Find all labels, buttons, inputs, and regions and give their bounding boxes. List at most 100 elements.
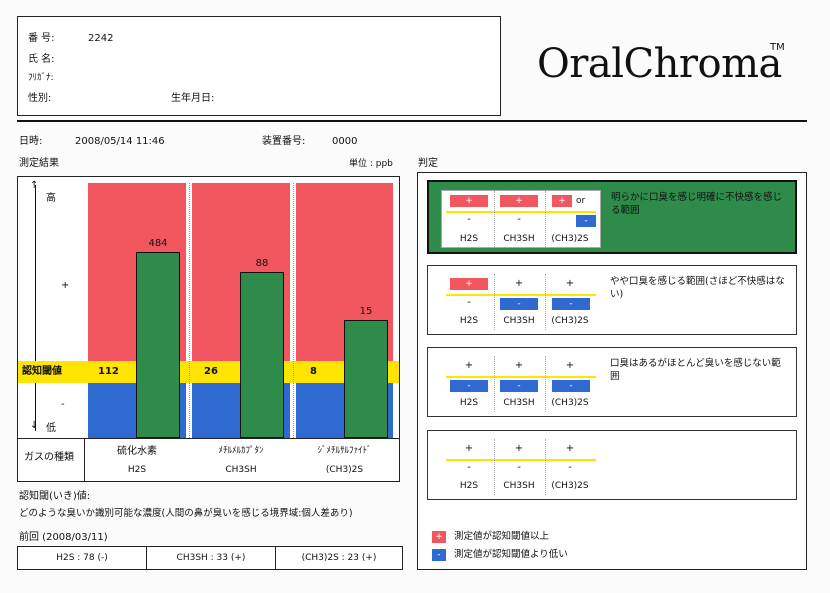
note-body: どのような臭いか識別可能な濃度(人間の鼻が臭いを感じる境界域:個人差あり) [19, 508, 353, 519]
judgement-level-2: + + + - - - H2S CH3SH (CH3)2S やや口臭を感じる範囲… [427, 265, 797, 335]
previous-title: 前回 (2008/03/11) [19, 532, 108, 543]
brand-name: OralChroma [537, 41, 782, 87]
judgement-level-4: + + + - - - H2S CH3SH (CH3)2S [427, 430, 797, 500]
gas-label: H2S [459, 481, 479, 491]
threshold-line [446, 459, 596, 461]
previous-divider [275, 547, 276, 569]
datetime-value: 2008/05/14 11:46 [75, 136, 165, 147]
minus-mark: - [517, 462, 521, 473]
cell-plus: + [450, 278, 488, 290]
gas-label: (CH3)2S [551, 234, 589, 244]
bar-ch3sh [240, 271, 284, 438]
minus-mark: - [467, 214, 471, 225]
previous-ch32s: (CH3)2S : 23 (+) [301, 553, 377, 563]
col-sep [545, 439, 546, 495]
gas-name-ja-ch32s: ｼﾞﾒﾁﾙｻﾙﾌｧｲﾄﾞ [317, 446, 372, 456]
gas-row-divider [18, 438, 399, 439]
axis-arrow [35, 185, 36, 431]
plus-mark: + [514, 360, 524, 371]
note-title: 認知閾(いき)値: [19, 491, 91, 502]
cell-minus: - [500, 380, 538, 392]
gas-label: CH3SH [503, 481, 535, 491]
col-sep [545, 274, 546, 330]
judgement-pattern-1: + + + or - - - H2S CH3SH (CH3)2S [441, 190, 601, 248]
axis-high: 高 [46, 193, 56, 204]
threshold-label: 認知閾値 [22, 366, 62, 377]
threshold-value-h2s: 112 [98, 366, 119, 377]
plus-mark: + [464, 443, 474, 454]
gas-type-label: ガスの種類 [24, 452, 74, 463]
judgement-pattern-2: + + + - - - H2S CH3SH (CH3)2S [442, 274, 602, 330]
patient-furigana-label: ﾌﾘｶﾞﾅ: [28, 73, 54, 83]
col-sep [494, 191, 495, 247]
gas-label: H2S [459, 316, 479, 326]
column-separator [293, 183, 294, 438]
threshold-band [18, 361, 399, 383]
plus-mark: + [464, 360, 474, 371]
gas-label: CH3SH [503, 234, 535, 244]
previous-ch3sh: CH3SH : 33 (+) [176, 553, 246, 563]
previous-h2s: H2S : 78 (-) [56, 553, 108, 563]
patient-id-label: 番 号: [28, 33, 55, 44]
brand-logo: OralChroma [537, 44, 782, 84]
legend-minus-swatch: - [432, 549, 446, 561]
patient-birth-label: 生年月日: [171, 93, 215, 104]
plus-mark: + [565, 360, 575, 371]
gas-name-ch32s: (CH3)2S [325, 465, 364, 475]
gas-label: CH3SH [503, 316, 535, 326]
judgement-level-1: + + + or - - - H2S CH3SH (CH3)2S 明らかに口臭を… [427, 180, 797, 254]
bar-value-h2s: 484 [148, 237, 168, 249]
cell-plus: + [552, 195, 572, 207]
threshold-value-ch3sh: 26 [204, 366, 218, 377]
gas-label: H2S [459, 234, 479, 244]
datetime-label: 日時: [19, 136, 43, 147]
judgement-pattern-4: + + + - - - H2S CH3SH (CH3)2S [442, 439, 602, 495]
cell-minus: - [552, 380, 590, 392]
cell-minus: - [552, 298, 590, 310]
device-value: 0000 [332, 136, 358, 147]
axis-arrow-up: ↑ [30, 180, 39, 191]
bar-ch32s [344, 320, 388, 438]
col-sep [494, 274, 495, 330]
plus-mark: + [514, 278, 524, 289]
judgement-text-2: やや口臭を感じる範囲(さほど不快感はない) [610, 276, 785, 300]
plus-mark: + [565, 278, 575, 289]
axis-plus: + [61, 280, 70, 291]
judgement-text-3: 口臭はあるがほとんど臭いを感じない範囲 [610, 358, 781, 382]
threshold-line [446, 211, 596, 213]
threshold-line [446, 294, 596, 296]
gas-name-ja-h2s: 硫化水素 [117, 446, 157, 457]
col-sep [494, 356, 495, 412]
or-label: or [576, 196, 586, 206]
judgement-text-1: 明らかに口臭を感じ明確に不快感を感じる範囲 [611, 192, 783, 216]
gas-name-h2s: H2S [127, 465, 147, 475]
judgement-pattern-3: + + + - - - H2S CH3SH (CH3)2S [442, 356, 602, 412]
legend-minus-text: 測定値が認知閾値より低い [454, 549, 568, 560]
minus-mark: - [517, 214, 521, 225]
gas-label: (CH3)2S [551, 316, 589, 326]
gas-name-ch3sh: CH3SH [225, 465, 257, 475]
unit-label: 単位 : ppb [349, 159, 393, 169]
plus-mark: + [514, 443, 524, 454]
patient-id-value: 2242 [88, 33, 114, 44]
patient-sex-label: 性別: [28, 93, 52, 104]
axis-minus: - [61, 399, 65, 410]
bar-value-ch3sh: 88 [255, 257, 269, 269]
cell-plus: + [500, 195, 538, 207]
patient-info-box: 番 号: 2242 氏 名: ﾌﾘｶﾞﾅ: 性別: 生年月日: [17, 16, 501, 116]
gas-name-ja-ch3sh: ﾒﾁﾙﾒﾙｶﾌﾟﾀﾝ [218, 446, 264, 456]
bar-value-ch32s: 15 [359, 306, 373, 318]
legend-plus-text: 測定値が認知閾値以上 [454, 531, 550, 542]
cell-minus: - [576, 215, 596, 227]
judgement-level-3: + + + - - - H2S CH3SH (CH3)2S 口臭はあるがほとんど… [427, 347, 797, 417]
brand-tm: TM [770, 42, 785, 53]
axis-arrow-down: ↓ [30, 420, 39, 431]
gas-label: (CH3)2S [551, 398, 589, 408]
minus-mark: - [467, 297, 471, 308]
minus-mark: - [568, 462, 572, 473]
bar-h2s [136, 251, 180, 438]
col-sep [545, 191, 546, 247]
results-chart: ↑ ↓ 高 + - 低 認知閾値 112 26 8 484 88 15 ガスの種… [17, 176, 400, 482]
col-sep [545, 356, 546, 412]
previous-divider [146, 547, 147, 569]
